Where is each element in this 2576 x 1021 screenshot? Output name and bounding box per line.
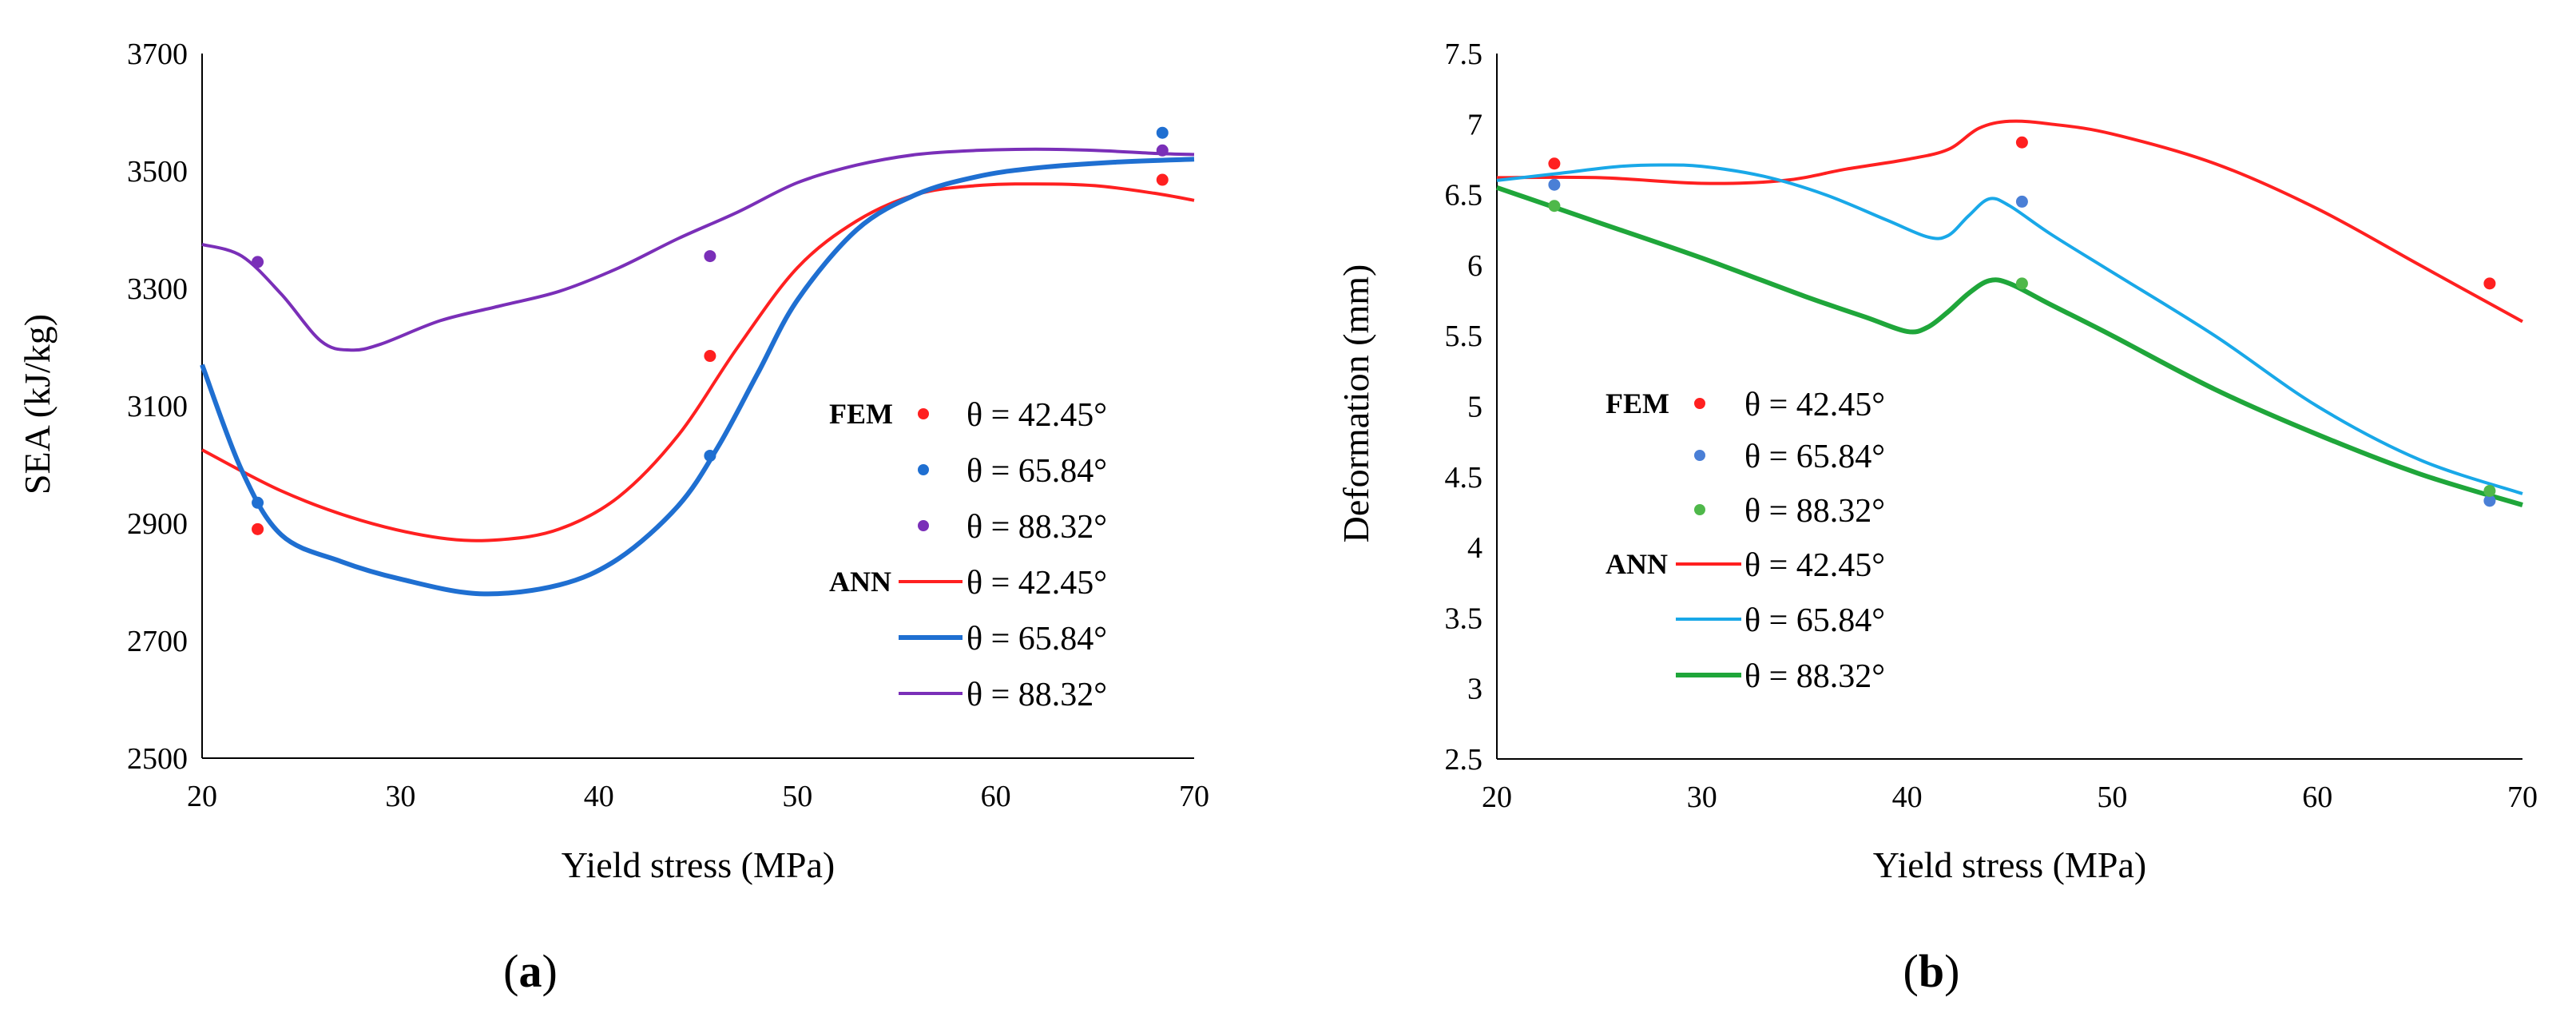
panel-a-y-tick-label: 2500 — [127, 742, 188, 776]
panel-a-x-tick-label: 50 — [782, 780, 812, 813]
panel-a-y-tick-label: 2900 — [127, 507, 188, 541]
panel-a-legend-fem-text-2: θ = 65.84° — [966, 453, 1107, 490]
panel-a-x-tick-labels: 20 30 40 50 60 70 — [187, 780, 1209, 813]
panel-b-y-tick-label: 4 — [1467, 531, 1482, 565]
panel-a-fem-point-2 — [1156, 126, 1169, 139]
panel-a-legend-ann-text-2: θ = 65.84° — [966, 621, 1107, 657]
panel-b-y-tick-label: 2.5 — [1445, 743, 1483, 777]
panel-b-fem-points — [1548, 136, 2496, 507]
panel-b-ann-line-1 — [1496, 119, 2523, 324]
panel-b-label-letter: b — [1919, 945, 1944, 997]
panel-a-x-tick-label: 60 — [981, 780, 1011, 813]
panel-a-label: (a) — [503, 945, 558, 997]
panel-b-legend-fem-marker-1 — [1694, 398, 1705, 409]
panel-b-y-tick-labels: 2.5 3 3.5 4 4.5 5 5.5 6 6.5 7 7.5 — [1445, 38, 1483, 777]
panel-a-legend-fem-marker-3 — [918, 520, 929, 531]
panel-b-fem-point-2 — [2483, 495, 2496, 507]
panel-b-y-tick-label: 3.5 — [1445, 602, 1483, 635]
panel-b-legend-fem-text-3: θ = 88.32° — [1744, 493, 1885, 530]
panel-a-legend-fem-text-3: θ = 88.32° — [966, 509, 1107, 546]
panel-b-x-tick-label: 40 — [1892, 781, 1923, 814]
panel-a-y-axis-title: SEA (kJ/kg) — [17, 314, 58, 495]
panel-b-x-tick-label: 60 — [2302, 781, 2332, 814]
svg-text:(a): (a) — [503, 945, 558, 997]
panel-a-fem-point-3 — [252, 256, 264, 268]
panel-b-fem-point-2 — [2015, 195, 2028, 208]
panel-a-x-axis-title: Yield stress (MPa) — [562, 844, 835, 885]
panel-b-x-tick-label: 20 — [1482, 781, 1512, 814]
panel-a-legend-ann-text-1: θ = 42.45° — [966, 565, 1107, 602]
panel-b-fem-point-1 — [1548, 157, 1561, 170]
panel-a-ann-line-1 — [201, 182, 1195, 542]
panel-b-fem-point-2 — [1548, 178, 1561, 191]
panel-a-y-tick-label: 3500 — [127, 155, 188, 189]
panel-a-fem-point-2 — [252, 496, 264, 509]
panel-a-fem-point-3 — [704, 250, 716, 263]
panel-a-label-letter: a — [519, 945, 542, 997]
panel-a-x-tick-label: 70 — [1179, 780, 1209, 813]
panel-b-legend-fem-text-2: θ = 65.84° — [1744, 439, 1885, 475]
panel-a-x-tick-label: 30 — [385, 780, 415, 813]
panel-a-fem-point-1 — [252, 522, 264, 535]
panel-b-y-tick-label: 5.5 — [1445, 320, 1483, 353]
panel-b-legend-ann-label: ANN — [1606, 548, 1668, 580]
panel-a-legend-fem-label: FEM — [829, 398, 893, 430]
panel-b-x-tick-label: 50 — [2097, 781, 2127, 814]
panel-b-legend-ann-text-2: θ = 65.84° — [1744, 602, 1885, 639]
panel-a-fem-point-1 — [704, 350, 716, 363]
panel-a-fem-points — [252, 126, 1169, 535]
panel-a-x-tick-label: 40 — [584, 780, 614, 813]
panel-b-y-tick-label: 3 — [1467, 673, 1482, 706]
panel-a-y-tick-label: 2700 — [127, 625, 188, 658]
panel-a-y-tick-label: 3100 — [127, 390, 188, 423]
panel-b-fem-point-3 — [2483, 484, 2496, 497]
panel-b-fem-point-3 — [2015, 277, 2028, 290]
panel-b-legend-fem-label: FEM — [1606, 387, 1669, 419]
panel-b-y-tick-label: 6.5 — [1445, 179, 1483, 213]
panel-a-legend-ann-label: ANN — [829, 566, 891, 598]
panel-a-legend: FEM ANN θ = 42.45° θ = 65.84° θ = 88.32°… — [829, 397, 1107, 713]
panel-b-fem-point-1 — [2015, 136, 2028, 149]
panel-b-legend: FEM ANN θ = 42.45° θ = 65.84° θ = 88.32°… — [1606, 387, 1885, 695]
panel-a-chart: 2500 2700 2900 3100 3300 3500 3700 20 30 40 50 60 7… — [17, 38, 1209, 997]
panel-b-y-tick-label: 6 — [1467, 249, 1482, 283]
panel-b-y-tick-label: 5 — [1467, 391, 1482, 424]
panel-b-y-tick-label: 4.5 — [1445, 461, 1483, 495]
panel-a-ann-line-3 — [201, 147, 1195, 352]
panel-b-legend-ann-text-3: θ = 88.32° — [1744, 658, 1885, 695]
panel-b-y-tick-label: 7.5 — [1445, 38, 1483, 71]
panel-a-fem-point-2 — [704, 449, 716, 462]
panel-b-x-axis-title: Yield stress (MPa) — [1873, 844, 2146, 885]
panel-b-x-tick-label: 30 — [1687, 781, 1717, 814]
panel-a-legend-fem-marker-1 — [918, 408, 929, 419]
panel-a-fem-point-1 — [1156, 173, 1169, 186]
panel-b-legend-fem-text-1: θ = 42.45° — [1744, 387, 1885, 423]
panel-a-ann-lines — [200, 147, 1195, 597]
panel-a-fem-point-3 — [1156, 144, 1169, 157]
panel-b-ann-line-2 — [1496, 163, 2523, 495]
panel-a-x-tick-label: 20 — [187, 780, 217, 813]
panel-b-x-tick-labels: 20 30 40 50 60 70 — [1482, 781, 2538, 814]
svg-text:(b): (b) — [1903, 945, 1960, 997]
panel-b-x-tick-label: 70 — [2507, 781, 2538, 814]
panel-b-ann-lines — [1496, 119, 2523, 507]
panel-a-y-tick-label: 3300 — [127, 272, 188, 306]
panel-b-legend-fem-marker-2 — [1694, 450, 1705, 461]
panel-a-legend-fem-text-1: θ = 42.45° — [966, 397, 1107, 434]
panel-a-legend-fem-marker-2 — [918, 464, 929, 475]
panel-b-label: (b) — [1903, 945, 1960, 997]
panel-b-legend-fem-marker-3 — [1694, 504, 1705, 515]
panel-a-ann-line-2 — [200, 157, 1195, 597]
panel-b-y-axis-title: Deformation (mm) — [1336, 264, 1376, 543]
panel-a-legend-ann-text-3: θ = 88.32° — [966, 677, 1107, 713]
panel-b-legend-ann-text-1: θ = 42.45° — [1744, 547, 1885, 584]
panel-b-chart: 2.5 3 3.5 4 4.5 5 5.5 6 6.5 7 7.5 20 30 40 50 60 70 Yie… — [1336, 38, 2538, 997]
panel-a-y-tick-label: 3700 — [127, 38, 188, 71]
panel-b-fem-point-3 — [1548, 200, 1561, 213]
panel-b-y-tick-label: 7 — [1467, 108, 1482, 141]
panel-a-y-tick-labels: 2500 2700 2900 3100 3300 3500 3700 — [127, 38, 188, 776]
panel-b-ann-line-3 — [1496, 185, 2523, 507]
panel-b-fem-point-1 — [2483, 277, 2496, 290]
